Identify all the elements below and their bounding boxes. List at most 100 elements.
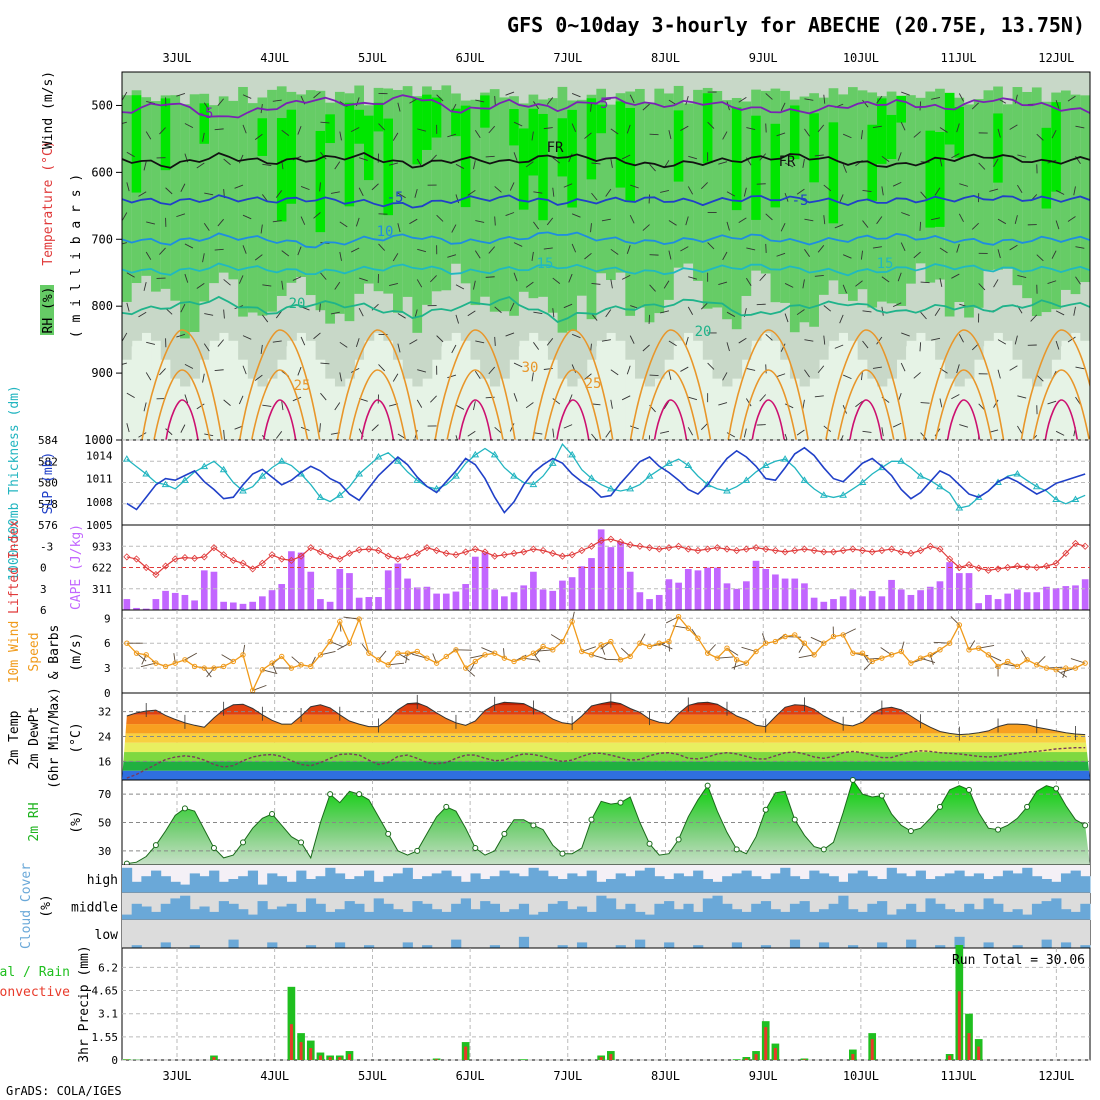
wind-barb [297, 246, 302, 256]
wind-barb [901, 332, 910, 337]
li-marker [994, 565, 1002, 573]
wind-speed-marker [501, 655, 508, 661]
cape-bar [994, 599, 1002, 610]
wind-barb [1030, 314, 1038, 322]
contour-label: -5 [197, 106, 214, 122]
li-marker [384, 552, 392, 560]
chart-title: GFS 0~10day 3-hourly for ABECHE (20.75E,… [507, 13, 1085, 37]
wind-barb [610, 369, 619, 376]
precip-convective-bar [851, 1054, 855, 1060]
wind-barb [733, 659, 738, 670]
rh-shading-bright [480, 95, 491, 128]
cloud-bar [122, 914, 133, 920]
wind-barb [513, 242, 523, 247]
wind-barb [242, 245, 247, 254]
thickness-marker [200, 462, 209, 470]
wind-barb [1075, 366, 1085, 370]
wind-barb [485, 155, 495, 158]
cloud-bar [1022, 914, 1033, 920]
wind-barb [146, 221, 156, 225]
wind-barb [355, 217, 360, 227]
wind-barb [804, 369, 810, 378]
wind-barb [876, 336, 883, 345]
thickness-marker [335, 491, 344, 498]
cloud-bar [180, 884, 191, 893]
wind-speed-marker [946, 640, 953, 646]
rh-shading-bright [615, 101, 626, 188]
rh-shading-green [209, 105, 220, 284]
cloud-bar [935, 903, 946, 920]
precip-convective-bar [599, 1057, 603, 1060]
wind-barb [473, 280, 476, 290]
wind-barb [126, 423, 130, 433]
bottom-x-tick-label: 7JUL [553, 1069, 582, 1083]
cloud-bar [334, 942, 346, 948]
cape-bar [162, 590, 169, 610]
wind-barb [610, 399, 613, 409]
wind-barb [1017, 425, 1023, 434]
wind-speed-marker [743, 660, 750, 666]
cloud-bar [383, 903, 394, 920]
rh-shading-dry [683, 346, 694, 440]
rh-shading-green [1070, 94, 1081, 295]
wind-barb [700, 302, 708, 310]
cape-bar [917, 590, 924, 610]
wind-barb [531, 131, 534, 141]
wind-barb [759, 394, 767, 402]
wind-barb [900, 362, 906, 372]
wind-barb [913, 372, 921, 379]
wind-barb [378, 243, 385, 251]
rh-shading-bright [373, 102, 384, 132]
rh-shading-bright [354, 109, 365, 144]
cloud-panel: high middle low Cloud Cover (%) [19, 863, 1091, 949]
li-marker [984, 566, 992, 574]
wind-barb [591, 162, 601, 165]
cloud-bar [683, 876, 694, 893]
wind-barb [214, 248, 224, 251]
cloud-bar [731, 873, 743, 893]
wind-barb [313, 212, 321, 219]
contour-label: 20 [289, 296, 306, 312]
wind-barb [417, 248, 427, 253]
cloud-bar [344, 901, 355, 920]
wind-barb [546, 97, 554, 105]
wind-speed-marker [975, 645, 982, 651]
cloud-bar [286, 903, 297, 920]
wind-barb [776, 373, 786, 378]
cape-bar [442, 593, 450, 610]
cape-bar [607, 547, 615, 610]
cape-bar [200, 570, 208, 610]
wind-barb [563, 303, 573, 309]
rh-shading-dry [209, 346, 220, 440]
rh-units-ylabel: (%) [69, 810, 84, 833]
li-marker [665, 544, 673, 552]
wind-barb [642, 103, 650, 111]
wind-barb [920, 281, 930, 284]
cloud-bar [354, 903, 365, 920]
cape-bar [375, 597, 382, 610]
rh-shading-bright [944, 92, 956, 145]
wind-barb [238, 275, 244, 284]
wind-barb [823, 305, 832, 312]
cloud-bar [238, 909, 249, 920]
thickness-marker [181, 476, 189, 483]
wind-barb [765, 213, 773, 221]
li-marker [220, 551, 228, 559]
wind-speed-marker [327, 638, 333, 645]
wind-barb [339, 341, 348, 348]
cloud-bar [528, 867, 539, 893]
rh-marker [733, 846, 740, 853]
cape-bar [801, 583, 808, 610]
wind-barb [355, 338, 360, 347]
wind-barb [862, 189, 872, 192]
cloud-bar [518, 936, 530, 948]
cloud-bar [489, 903, 501, 920]
rh-shading-bright [364, 115, 375, 181]
precip-convective-bar [967, 1033, 971, 1060]
bottom-x-tick-label: 8JUL [651, 1069, 680, 1083]
wind-barb [629, 335, 635, 344]
wind-barb [494, 306, 502, 314]
wind-barb [881, 186, 884, 196]
rh-marker [966, 786, 972, 793]
cape-bar [133, 607, 140, 610]
